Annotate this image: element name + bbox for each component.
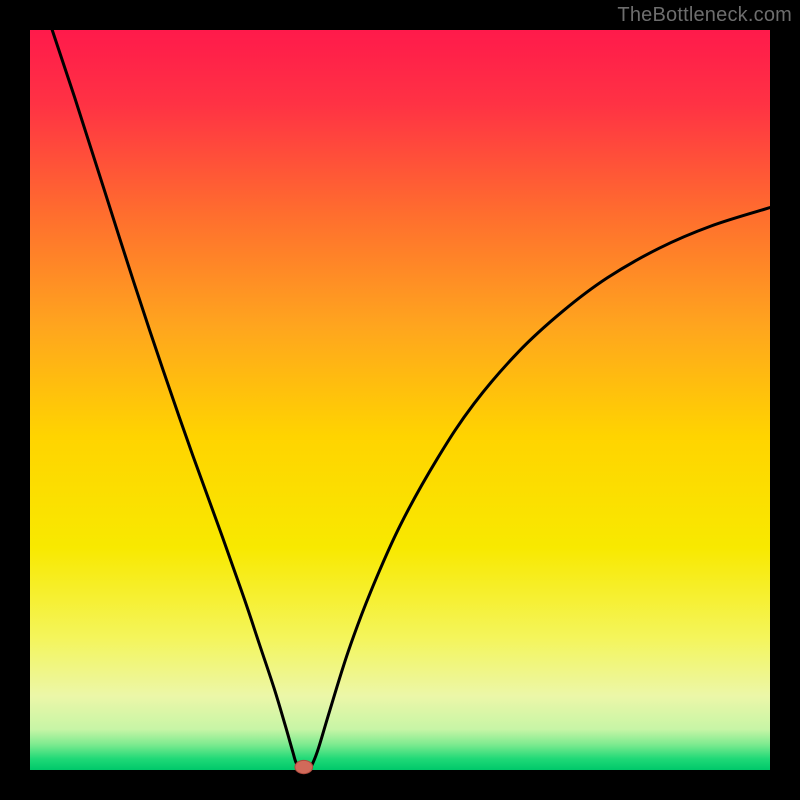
bottleneck-chart [0,0,800,800]
plot-background [30,30,770,770]
chart-frame: TheBottleneck.com [0,0,800,800]
min-marker [295,760,313,773]
